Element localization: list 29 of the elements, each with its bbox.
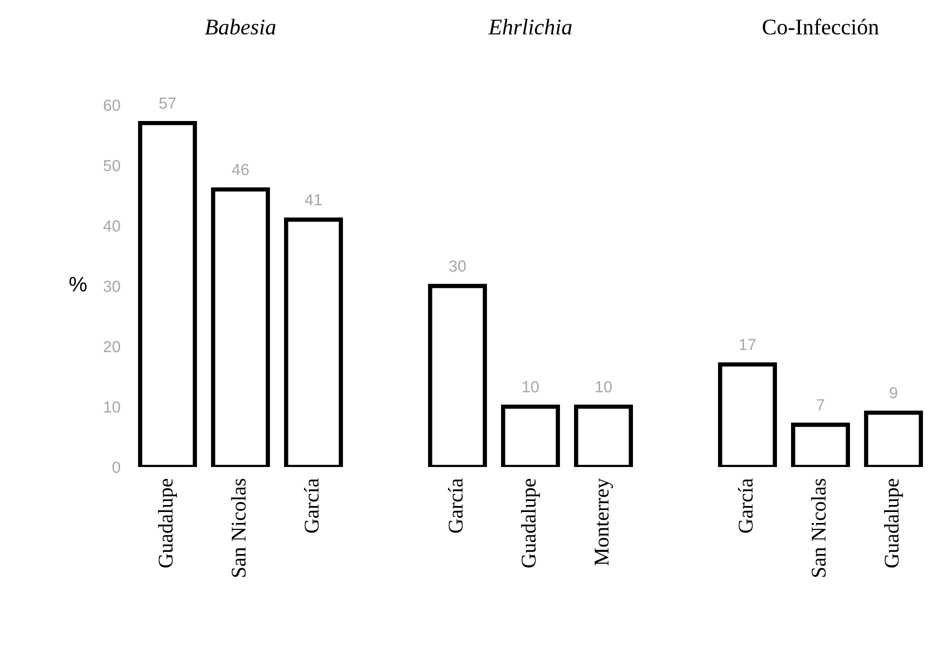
x-tick-label: Guadalupe — [884, 478, 903, 568]
x-tick-label: García — [448, 478, 463, 533]
x-tick-label: Guadalupe — [158, 478, 177, 568]
y-tick-label: 10 — [104, 401, 120, 413]
x-tick-label: San Nicolas — [811, 478, 826, 577]
x-tick-label: Guadalupe — [521, 478, 540, 568]
data-label: 30 — [449, 260, 466, 272]
data-label: 10 — [596, 381, 612, 392]
chart-title: Co-Infección — [762, 18, 879, 35]
y-axis-title: % — [69, 276, 87, 292]
data-label: 17 — [740, 339, 756, 350]
x-tick-label: García — [304, 478, 319, 533]
chart-title: Babesia — [204, 18, 276, 35]
y-tick-label: 60 — [104, 100, 120, 111]
x-tick-label: San Nicolas — [231, 478, 246, 577]
y-tick-label: 20 — [104, 340, 120, 352]
y-tick-label: 30 — [104, 280, 120, 292]
y-tick-label: 50 — [104, 160, 120, 172]
data-label: 41 — [304, 194, 322, 206]
x-tick-label: Monterrey — [594, 478, 613, 566]
y-tick-label: 0 — [112, 462, 120, 473]
y-tick-label: 40 — [103, 220, 120, 232]
data-label: 7 — [816, 399, 824, 410]
chart-title: Ehrlichia — [488, 18, 572, 35]
data-label: 57 — [159, 98, 176, 109]
data-label: 9 — [890, 387, 898, 398]
data-label: 46 — [232, 164, 249, 176]
x-tick-label: García — [738, 478, 753, 533]
data-label: 10 — [522, 381, 539, 392]
